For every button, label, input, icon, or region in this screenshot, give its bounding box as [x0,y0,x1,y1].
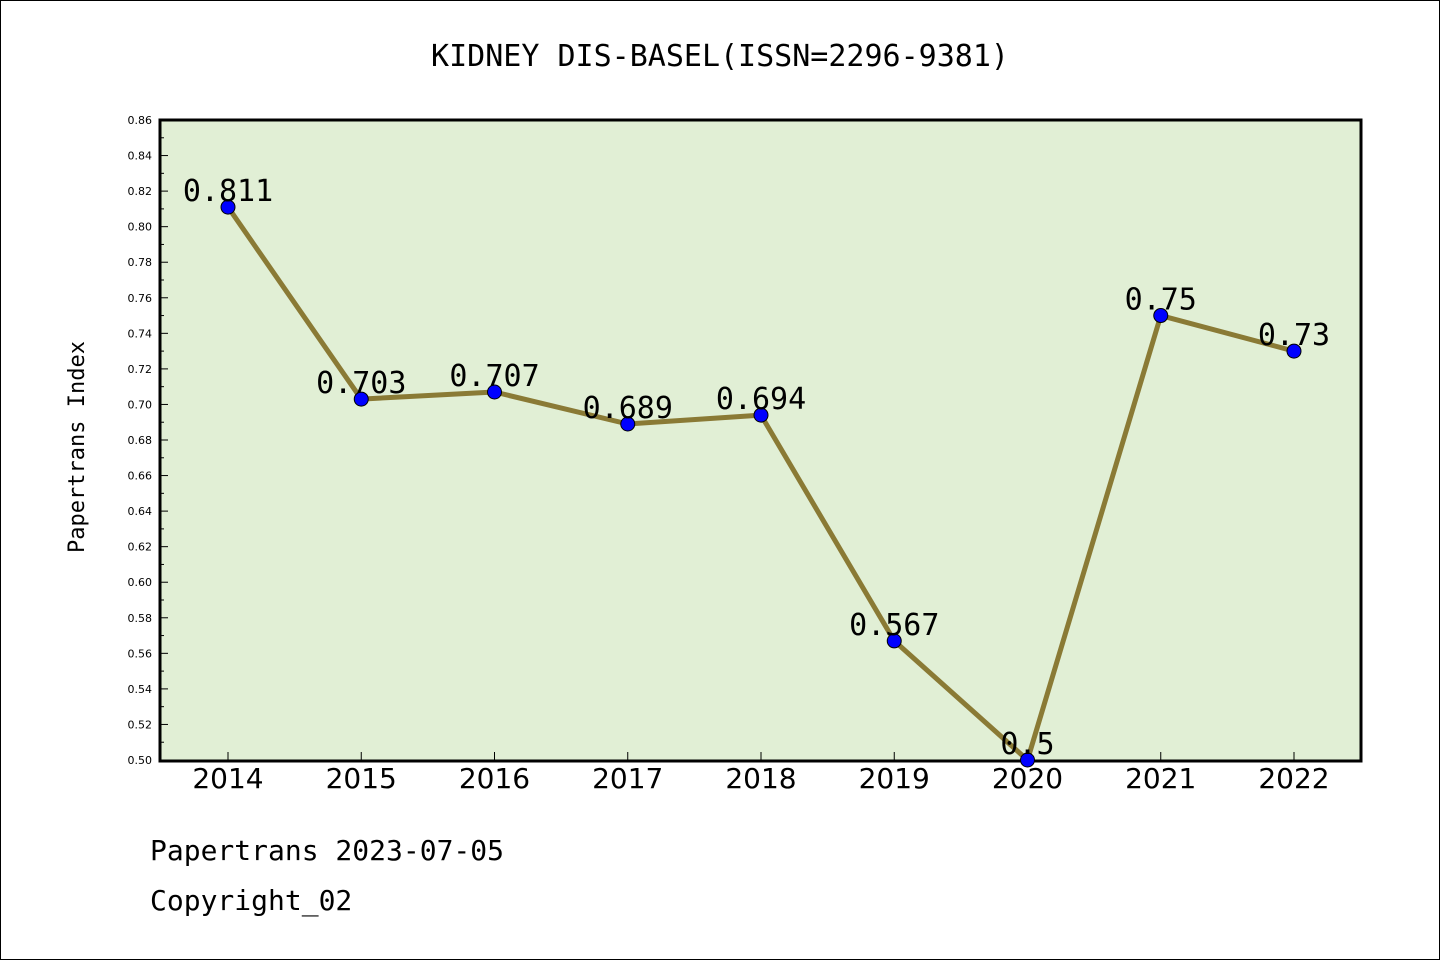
y-tick-label: 0.52 [128,718,153,731]
chart-title: KIDNEY DIS-BASEL(ISSN=2296-9381) [431,39,1009,74]
y-tick-label: 0.68 [128,434,153,447]
data-label: 0.5 [1000,727,1054,762]
y-tick-label: 0.70 [128,398,153,411]
y-axis-label: Papertrans Index [65,341,90,553]
data-point [886,633,902,649]
data-point [1153,308,1169,324]
y-tick-label: 0.74 [128,327,153,340]
data-label: 0.694 [716,382,806,417]
x-tick-label: 2019 [859,762,930,795]
y-tick-label: 0.80 [128,221,153,234]
y-tick-label: 0.86 [128,114,153,127]
data-label: 0.75 [1125,283,1197,318]
plot-area [158,118,1363,763]
y-tick-label: 0.60 [128,576,153,589]
y-axis: 0.50 0.52 0.54 0.56 0.58 0.60 0.62 0.64 0.66 0.68… [128,114,168,767]
data-point [1020,752,1035,768]
x-tick-label: 2018 [725,762,796,795]
x-tick-label: 2016 [459,762,530,795]
y-tick-label: 0.84 [128,150,153,163]
data-label: 0.567 [849,608,939,643]
data-label: 0.703 [316,366,406,401]
data-label: 0.811 [183,174,273,209]
data-point [753,407,769,423]
footer-date: Papertrans 2023-07-05 [150,834,505,867]
data-point [620,416,636,432]
data-point [220,199,236,215]
y-tick-label: 0.56 [128,647,153,660]
x-tick-label: 2022 [1258,762,1329,795]
y-tick-label: 0.82 [128,185,153,198]
data-label: 0.707 [449,359,539,394]
data-point [1286,343,1302,359]
x-tick-label: 2017 [592,762,663,795]
x-tick-label: 2021 [1125,762,1196,795]
data-label-group: 0.811 0.703 0.707 0.689 0.694 0.567 0.5 0.75 0.7… [183,174,1330,762]
series-line-group [220,199,1302,768]
data-point [487,384,502,400]
y-tick-label: 0.62 [128,541,153,554]
y-tick-label: 0.78 [128,256,153,269]
y-tick-label: 0.64 [128,505,153,518]
x-tick-label: 2014 [192,762,263,795]
y-tick-label: 0.54 [128,683,153,696]
y-tick-label: 0.66 [128,470,153,483]
y-tick-label: 0.76 [128,292,153,305]
x-axis: 2014 2015 2016 2017 2018 2019 2020 2021 2022 [192,752,1330,795]
data-label: 0.689 [583,391,673,426]
data-point [353,391,369,407]
y-tick-label: 0.72 [128,363,153,376]
y-tick-label: 0.50 [128,754,153,767]
x-tick-label: 2015 [326,762,397,795]
footer-copyright: Copyright_02 [150,884,353,917]
data-label: 0.73 [1258,318,1330,353]
y-tick-label: 0.58 [128,612,153,625]
